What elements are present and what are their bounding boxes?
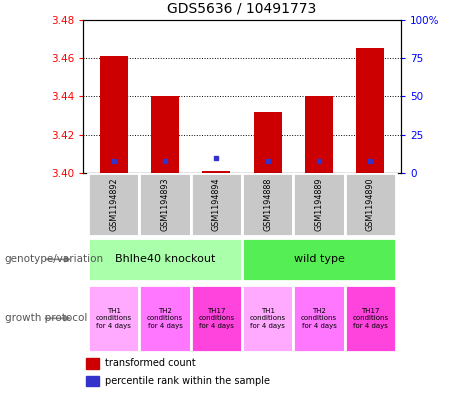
Text: percentile rank within the sample: percentile rank within the sample — [105, 376, 270, 386]
Bar — [345, 285, 396, 352]
Bar — [151, 96, 179, 173]
Text: TH1
conditions
for 4 days: TH1 conditions for 4 days — [96, 308, 132, 329]
Text: GSM1194893: GSM1194893 — [160, 178, 170, 231]
Text: GSM1194888: GSM1194888 — [263, 178, 272, 231]
Bar — [242, 285, 293, 352]
Text: TH17
conditions
for 4 days: TH17 conditions for 4 days — [198, 308, 235, 329]
Bar — [305, 96, 333, 173]
Bar — [88, 285, 139, 352]
Bar — [88, 173, 139, 236]
Bar — [86, 376, 99, 386]
Bar — [242, 238, 396, 281]
Text: growth protocol: growth protocol — [5, 313, 87, 323]
Text: Bhlhe40 knockout: Bhlhe40 knockout — [115, 254, 215, 264]
Bar — [345, 173, 396, 236]
Text: GSM1194889: GSM1194889 — [314, 178, 324, 231]
Bar — [242, 173, 293, 236]
Bar — [293, 173, 345, 236]
Bar — [191, 285, 242, 352]
Bar — [254, 112, 282, 173]
Text: genotype/variation: genotype/variation — [5, 254, 104, 264]
Bar — [139, 285, 191, 352]
Text: wild type: wild type — [294, 254, 344, 264]
Text: TH17
conditions
for 4 days: TH17 conditions for 4 days — [352, 308, 388, 329]
Bar — [202, 171, 230, 173]
Text: GSM1194892: GSM1194892 — [109, 178, 118, 231]
Bar — [86, 358, 99, 369]
Text: transformed count: transformed count — [105, 358, 196, 368]
Bar — [100, 56, 128, 173]
Bar — [88, 238, 242, 281]
Text: TH2
conditions
for 4 days: TH2 conditions for 4 days — [301, 308, 337, 329]
Text: TH2
conditions
for 4 days: TH2 conditions for 4 days — [147, 308, 183, 329]
Bar — [293, 285, 345, 352]
Bar — [191, 173, 242, 236]
Text: TH1
conditions
for 4 days: TH1 conditions for 4 days — [249, 308, 286, 329]
Text: GSM1194894: GSM1194894 — [212, 178, 221, 231]
Text: GSM1194890: GSM1194890 — [366, 178, 375, 231]
Bar — [139, 173, 191, 236]
Bar — [356, 48, 384, 173]
Title: GDS5636 / 10491773: GDS5636 / 10491773 — [167, 2, 317, 16]
